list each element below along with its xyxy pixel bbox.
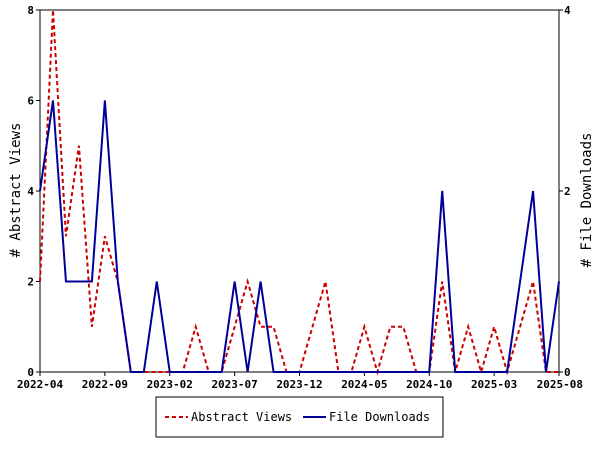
left-axis-title: # Abstract Views [8,123,24,258]
legend-label-abstract-views: Abstract Views [191,410,292,424]
x-tick-label: 2025-03 [471,378,517,391]
left-tick-label: 6 [27,95,34,108]
right-tick-label: 0 [564,366,571,379]
x-tick-label: 2024-05 [341,378,387,391]
x-axis: 2022-04 2022-09 2023-02 2023-07 2023-12 2024-… [17,372,583,391]
x-tick-label: 2023-12 [276,378,322,391]
x-tick-label: 2023-07 [211,378,257,391]
plot-area [39,9,560,373]
legend-box [155,396,444,438]
right-tick-label: 4 [564,4,571,17]
left-tick-label: 2 [27,276,34,289]
left-axis: 0 2 4 6 8 [27,4,40,379]
legend: Abstract Views File Downloads [155,396,444,438]
right-axis: 0 2 4 [559,4,571,379]
x-tick-label: 2023-02 [147,378,193,391]
right-axis-title: # File Downloads [579,133,595,268]
left-tick-label: 0 [27,366,34,379]
series-layer [39,9,560,376]
legend-label-file-downloads: File Downloads [329,410,430,424]
series-line-file-downloads [39,100,560,373]
x-tick-label: 2025-08 [537,378,583,391]
x-tick-label: 2022-09 [82,378,128,391]
x-tick-label: 2024-10 [406,378,452,391]
left-tick-label: 4 [27,185,34,198]
left-tick-label: 8 [27,4,34,17]
x-tick-label: 2022-04 [17,378,64,391]
right-tick-label: 2 [564,185,571,198]
